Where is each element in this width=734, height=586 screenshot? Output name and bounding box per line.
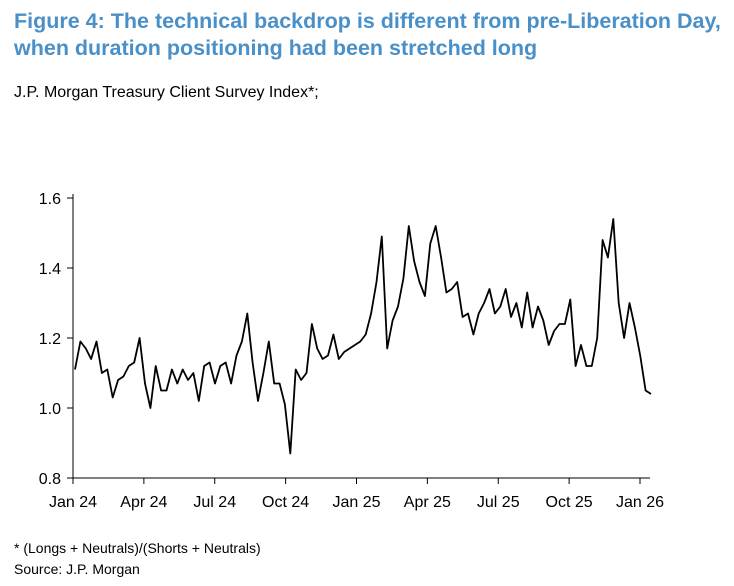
x-tick-label: Apr 25	[404, 494, 451, 511]
y-tick-label: 1.4	[39, 261, 61, 278]
y-tick-label: 1.6	[39, 191, 61, 208]
x-tick-label: Jan 24	[49, 494, 97, 511]
x-tick-label: Apr 24	[120, 494, 167, 511]
figure-title-line-2: when duration positioning had been stret…	[14, 36, 538, 60]
source-note: Source: J.P. Morgan	[14, 561, 140, 577]
y-tick-label: 1.2	[39, 331, 61, 348]
x-tick-label: Jul 25	[477, 494, 520, 511]
chart-subtitle: J.P. Morgan Treasury Client Survey Index…	[14, 84, 319, 101]
x-tick-label: Oct 24	[262, 494, 309, 511]
series-line-0	[74, 218, 652, 455]
y-tick-label: 0.8	[39, 471, 61, 488]
x-tick-label: Jul 24	[193, 494, 236, 511]
footnote: * (Longs + Neutrals)/(Shorts + Neutrals)	[14, 540, 261, 556]
figure-title-line-1: Figure 4: The technical backdrop is diff…	[14, 9, 721, 33]
x-tick-label: Jan 25	[332, 494, 380, 511]
x-tick-label: Jan 26	[616, 494, 664, 511]
y-tick-label: 1.0	[39, 401, 61, 418]
figure-title: Figure 4: The technical backdrop is diff…	[14, 8, 724, 62]
x-tick-label: Oct 25	[546, 494, 593, 511]
